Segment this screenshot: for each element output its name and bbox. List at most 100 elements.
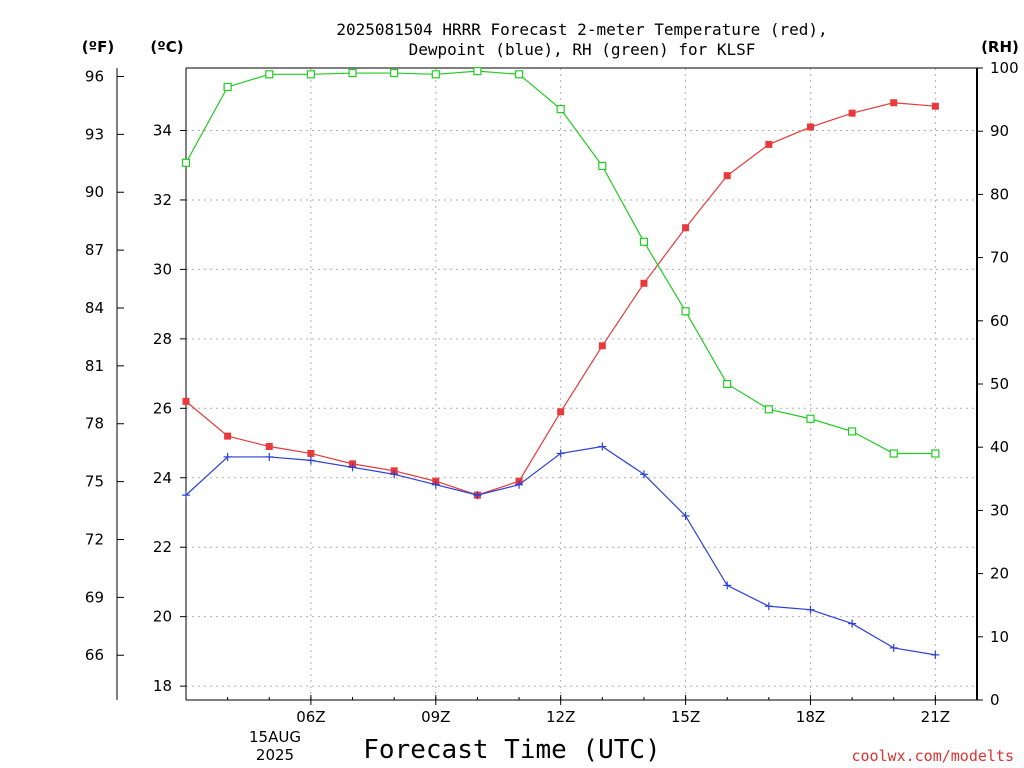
celsius-tick-label: 26 [153, 399, 172, 417]
fahrenheit-tick-label: 93 [85, 125, 104, 143]
x-tick-label: 15Z [671, 708, 700, 726]
temperature-point [723, 172, 731, 180]
dewpoint-point [848, 619, 857, 628]
fahrenheit-tick-label: 84 [85, 299, 104, 317]
temperature-point [224, 432, 232, 440]
dewpoint-point [431, 480, 440, 489]
x-tick-label: 12Z [546, 708, 575, 726]
dewpoint-point [223, 452, 232, 461]
rh-tick-label: 10 [990, 628, 1009, 646]
rh-point [806, 414, 815, 423]
x-tick-label: 21Z [921, 708, 950, 726]
fahrenheit-tick-label: 90 [85, 183, 104, 201]
fahrenheit-tick-label: 96 [85, 67, 104, 85]
rh-tick-label: 50 [990, 375, 1009, 393]
dewpoint-point [639, 470, 648, 479]
rh-point [181, 158, 191, 167]
dewpoint-point [306, 456, 315, 465]
rh-point [431, 70, 440, 79]
temperature-point [848, 109, 856, 117]
rh-point [556, 104, 565, 114]
fahrenheit-tick-label: 81 [85, 357, 104, 375]
rh-tick-label: 90 [990, 122, 1009, 140]
rh-tick-label: 80 [990, 185, 1009, 203]
fahrenheit-tick-label: 78 [85, 415, 104, 433]
rh-tick-label: 70 [990, 249, 1009, 267]
x-date-label-year: 2025 [256, 746, 294, 764]
celsius-tick-label: 34 [153, 122, 172, 140]
dewpoint-point [681, 511, 690, 520]
fahrenheit-tick-label: 66 [85, 646, 104, 664]
credit-label: coolwx.com/modelts [851, 747, 1014, 765]
dewpoint-point [348, 463, 357, 472]
temperature-point [682, 224, 690, 232]
rh-point [848, 427, 857, 436]
dewpoint-point [598, 442, 607, 451]
x-date-label-day: 15AUG [249, 728, 301, 746]
x-tick-label: 09Z [421, 708, 450, 726]
rh-point [889, 449, 898, 458]
celsius-unit-label: (ºC) [150, 38, 183, 56]
rh-point [265, 70, 274, 79]
dewpoint-point [515, 480, 524, 489]
dewpoint-point [931, 650, 940, 659]
rh-tick-label: 100 [990, 59, 1019, 77]
chart-axes [116, 67, 983, 705]
grid-lines [186, 68, 977, 700]
dewpoint-point [390, 470, 399, 479]
rh-point [348, 68, 357, 78]
rh-point [681, 307, 690, 316]
rh-tick-label: 40 [990, 438, 1009, 456]
celsius-tick-label: 18 [153, 677, 172, 695]
temperature-point [307, 449, 315, 457]
dewpoint-point [723, 581, 732, 590]
dewpoint-point [473, 491, 482, 500]
rh-point [598, 161, 607, 171]
dewpoint-point [889, 643, 898, 652]
dewpoint-point [182, 491, 190, 500]
dewpoint-point [806, 605, 815, 614]
chart-title-line-2: Dewpoint (blue), RH (green) for KLSF [409, 40, 756, 59]
temperature-line [185, 102, 936, 496]
x-tick-label: 06Z [296, 708, 325, 726]
rh-tick-label: 20 [990, 565, 1009, 583]
rh-point [390, 68, 399, 78]
dewpoint-point [764, 602, 773, 611]
temperature-point [182, 397, 190, 405]
rh-tick-label: 0 [990, 691, 1000, 709]
celsius-tick-label: 22 [153, 538, 172, 556]
rh-point [514, 70, 524, 79]
rh-tick-label: 30 [990, 501, 1009, 519]
fahrenheit-tick-label: 69 [85, 588, 104, 606]
celsius-tick-label: 32 [153, 191, 172, 209]
dewpoint-point [556, 449, 565, 458]
rh-point [306, 70, 315, 79]
rh-point [723, 379, 732, 389]
fahrenheit-tick-label: 75 [85, 473, 104, 491]
rh-unit-label: (RH) [981, 38, 1019, 56]
dewpoint-point [265, 452, 274, 461]
temperature-point [765, 140, 773, 148]
data-series [181, 67, 940, 659]
x-axis-title: Forecast Time (UTC) [363, 735, 660, 765]
celsius-tick-label: 20 [153, 608, 172, 626]
x-tick-label: 18Z [796, 708, 825, 726]
celsius-tick-label: 28 [153, 330, 172, 348]
celsius-tick-label: 30 [153, 260, 172, 278]
rh-point [473, 67, 482, 76]
rh-tick-label: 60 [990, 312, 1009, 330]
temperature-point [598, 342, 606, 350]
temperature-point [265, 443, 273, 451]
rh-point [931, 449, 940, 458]
rh-point [639, 237, 649, 246]
rh-point [764, 405, 773, 414]
temperature-point [640, 279, 648, 287]
temperature-point [806, 123, 814, 131]
celsius-tick-label: 24 [153, 469, 172, 487]
tick-labels: 06Z 09Z 12Z 15Z 18Z 21Z 18 20 22 24 26 28 30 32 34 66 69… [85, 59, 1019, 726]
fahrenheit-tick-label: 87 [85, 241, 104, 259]
temperature-point [557, 408, 565, 416]
temperature-point [890, 99, 898, 107]
fahrenheit-unit-label: (ºF) [82, 38, 114, 56]
